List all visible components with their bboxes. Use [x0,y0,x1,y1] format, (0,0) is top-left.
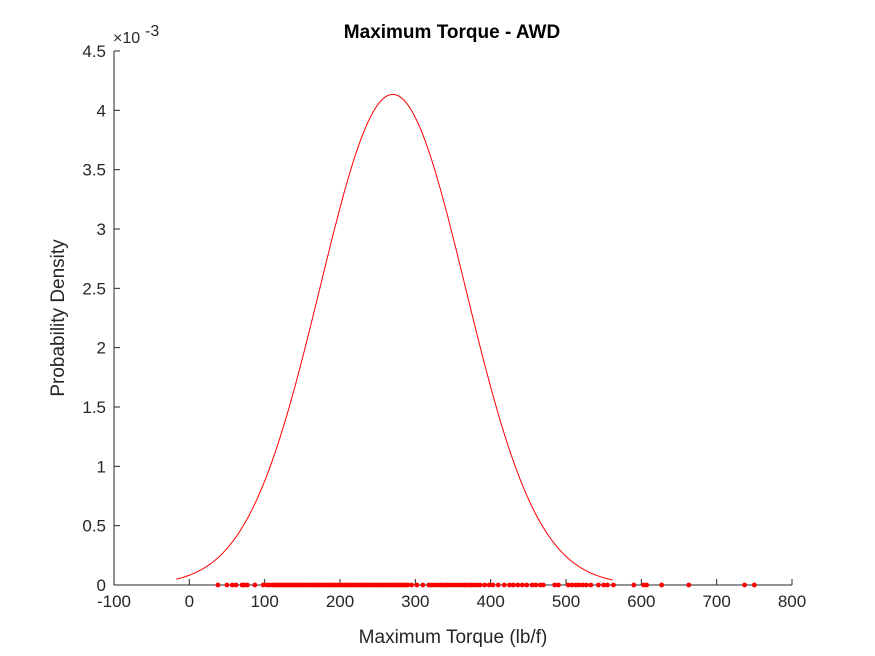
data-point [409,582,414,588]
data-point [414,582,420,588]
data-point [659,582,665,588]
y-tick-label: 3 [97,220,106,239]
chart-title: Maximum Torque - AWD [344,22,560,43]
data-point [686,582,692,588]
y-axis-ticks: 0 0.5 1 1.5 2 2.5 3 3.5 4 4.5 [82,42,120,595]
y-tick-label: 3.5 [82,161,106,180]
y-tick-label: 0.5 [82,517,106,536]
data-point [588,582,594,588]
x-tick-label: 500 [552,592,580,611]
data-point [233,582,239,588]
data-point [244,582,250,588]
data-point [405,582,411,588]
x-axis-label: Maximum Torque (lb/f) [359,627,548,648]
y-tick-label: 2.5 [82,279,106,298]
data-point [742,582,747,588]
data-point [529,582,535,588]
data-point [533,582,539,588]
y-axis-label: Probability Density [48,239,69,397]
data-point [224,582,230,588]
x-axis-ticks: -100 0 100 200 300 400 500 600 700 800 [97,579,806,611]
data-point [569,582,575,588]
x-tick-label: 700 [702,592,730,611]
data-point [524,582,530,588]
data-point [611,582,616,588]
y-tick-label: 4.5 [82,42,106,61]
y-tick-label: 2 [97,339,106,358]
x-tick-label: 300 [401,592,429,611]
data-point [519,582,525,588]
data-point [605,582,610,588]
x-tick-label: 800 [778,592,806,611]
data-point [229,582,235,588]
data-point [595,582,601,588]
data-point [501,582,507,588]
plot-area: -100 0 100 200 300 400 500 600 700 800 00.511.522… [82,42,806,611]
x-tick-label: 100 [250,592,278,611]
data-point [507,582,512,588]
data-point [515,582,521,588]
data-point [541,582,546,588]
data-point [644,582,650,588]
y-tick-label: 4 [97,101,106,120]
data-points-group [215,582,757,588]
x-tick-label: 200 [326,592,354,611]
y-tick-label: 1 [97,457,106,476]
y-exponent-power: -3 [145,23,159,40]
data-point [215,582,221,588]
x-tick-label: 0 [185,592,194,611]
data-point [751,582,757,588]
data-point [420,582,426,588]
data-point [495,582,501,588]
x-tick-label: 400 [476,592,504,611]
data-point [477,582,483,588]
x-tick-label: 600 [627,592,655,611]
data-point [580,582,585,588]
pdf-curve-line [176,93,613,581]
y-exponent-base: ×10 [113,30,140,47]
data-point [490,582,496,588]
y-tick-label: 1.5 [82,398,106,417]
data-point [583,582,589,588]
data-point [565,582,571,588]
y-axis-exponent: ×10 -3 [113,23,159,47]
data-point [556,582,561,588]
data-point [631,582,637,588]
data-point [576,582,582,588]
data-point [510,582,516,588]
data-point [601,582,607,588]
data-point [486,582,492,588]
x-tick-label: -100 [97,592,131,611]
data-point [482,582,488,588]
data-point [260,582,266,588]
data-point [252,582,258,588]
data-point [552,582,558,588]
y-tick-label: 0 [97,576,106,595]
